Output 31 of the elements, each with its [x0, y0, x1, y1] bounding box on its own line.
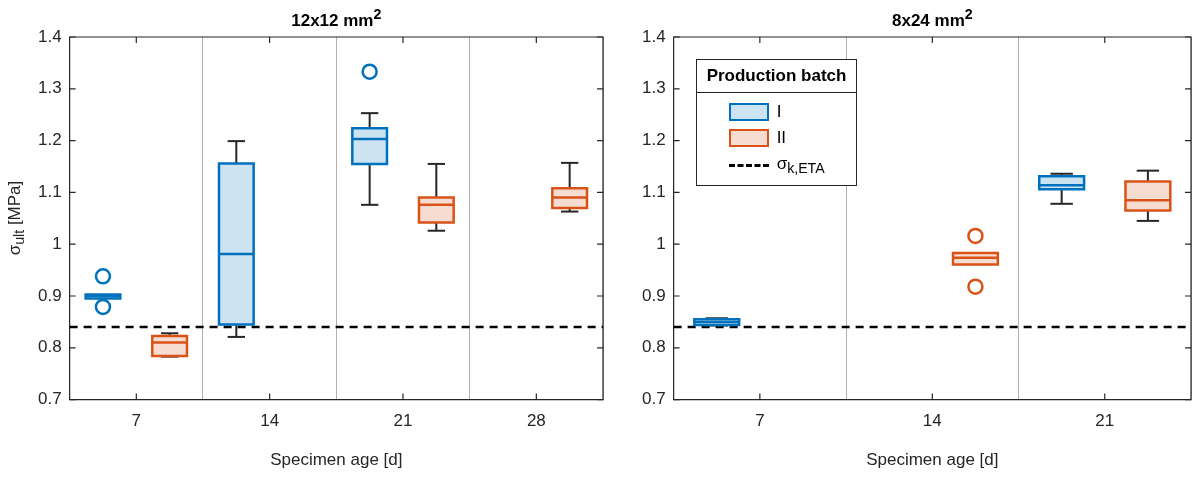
legend-title: Production batch [696, 60, 857, 93]
y-tick-label: 1.1 [641, 182, 666, 202]
legend-label: I [776, 102, 782, 122]
y-tick-label: 0.9 [641, 285, 666, 305]
chart-title: 12x12 mm$^{2}$ [291, 6, 382, 31]
y-tick-label: 1.2 [641, 130, 666, 150]
x-tick-label: 21 [1095, 411, 1115, 431]
y-tick-label: 1.3 [641, 78, 666, 98]
y-tick-label: 0.8 [641, 337, 666, 357]
x-tick-label: 7 [131, 411, 142, 431]
chart-title: 8x24 mm$^{2}$ [891, 6, 973, 31]
y-tick-label: 1 [52, 233, 62, 253]
x-tick-label: 28 [526, 411, 546, 431]
y-tick-label: 1.3 [37, 78, 62, 98]
y-tick-label: 1 [656, 233, 666, 253]
y-tick-label: 0.8 [37, 337, 62, 357]
x-tick-label: 21 [393, 411, 413, 431]
x-axis-title: Specimen age [d] [866, 450, 999, 470]
y-tick-label: 1.2 [37, 130, 62, 150]
y-tick-label: 0.7 [37, 389, 62, 409]
x-tick-label: 7 [755, 411, 765, 431]
x-axis-title: Specimen age [d] [270, 450, 403, 470]
y-tick-label: 0.7 [641, 389, 666, 409]
x-tick-label: 14 [260, 411, 280, 431]
y-tick-label: 0.9 [37, 285, 62, 305]
y-tick-label: 1.4 [641, 26, 666, 46]
x-tick-label: 14 [922, 411, 942, 431]
y-tick-label: 1.1 [37, 182, 62, 202]
legend-label: σ$_{k,ETA}$ [776, 154, 825, 177]
legend-label: II [776, 128, 787, 148]
y-tick-label: 1.4 [37, 26, 62, 46]
